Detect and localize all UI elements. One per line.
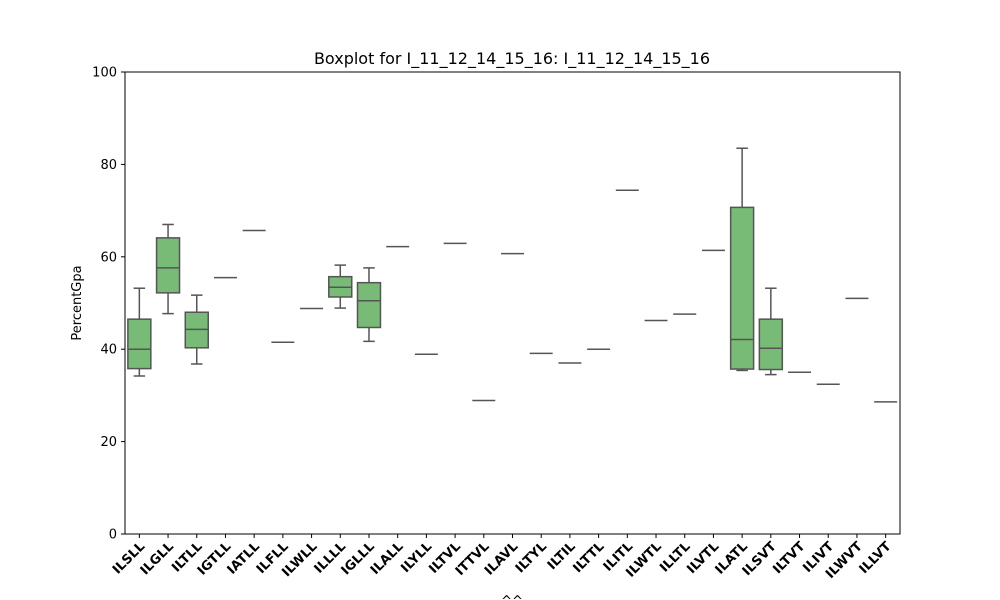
- y-tick-label: 60: [100, 250, 117, 265]
- box-iqr: [127, 318, 152, 370]
- x-tick-label: IATLL: [225, 539, 263, 577]
- box-ilgll: [155, 223, 181, 315]
- box-iltll: [184, 294, 209, 365]
- x-tick-label: ILTVT: [770, 539, 808, 577]
- x-tick-label: ILLVT: [857, 539, 895, 577]
- box-iqr: [356, 281, 382, 329]
- y-axis: 0 20 40 60 80 100: [92, 66, 125, 543]
- x-axis-label: ^^: [501, 594, 523, 600]
- y-tick-label: 80: [100, 158, 117, 173]
- x-tick-label: ILALL: [368, 539, 407, 578]
- box-illll: [328, 264, 353, 309]
- x-tick-label: ILTTL: [570, 539, 607, 576]
- x-tick-label: ILTYL: [513, 539, 550, 576]
- chart-title: Boxplot for I_11_12_14_15_16: I_11_12_14…: [314, 49, 710, 69]
- box-ilatl: [729, 147, 755, 372]
- y-axis-label: PercentGpa: [70, 265, 85, 340]
- box-iqr: [758, 318, 784, 371]
- y-tick-label: 40: [100, 343, 117, 358]
- box-ilsll: [127, 287, 152, 377]
- plot-frame: [124, 71, 901, 535]
- box-iqr: [729, 206, 755, 370]
- x-axis: ILSLLILGLLILTLLIGTLLIATLLILFLLILWLLILLLL…: [110, 534, 895, 582]
- box-series: [127, 147, 898, 403]
- box-ilsvt: [758, 287, 784, 376]
- y-tick-label: 20: [100, 435, 117, 450]
- y-tick-label: 100: [92, 66, 117, 81]
- x-tick-label: ILGLL: [138, 539, 177, 578]
- y-tick-label: 0: [109, 528, 117, 543]
- box-iqr: [155, 237, 181, 294]
- box-iglll: [356, 267, 382, 343]
